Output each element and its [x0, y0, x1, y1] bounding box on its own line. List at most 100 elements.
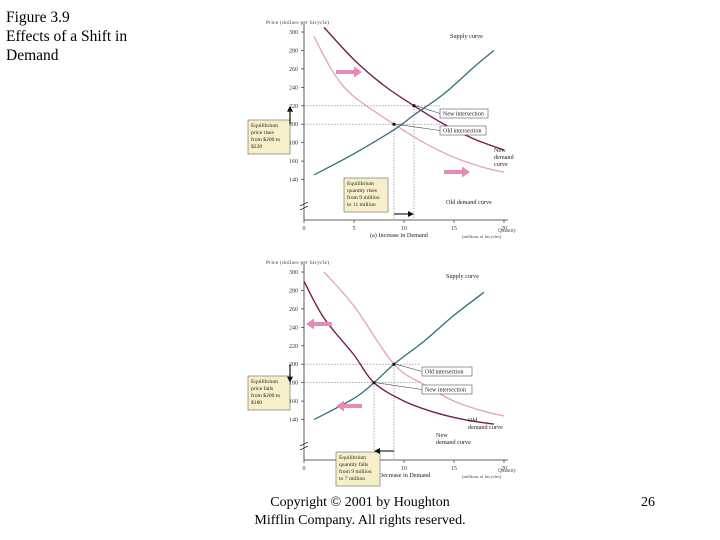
price-change-note: Equilibrium price falls from $200 to $180 [251, 379, 280, 406]
y-tick-label: 240 [289, 85, 298, 91]
slide-title: Figure 3.9 Effects of a Shift in Demand [6, 8, 196, 65]
new-demand-label-line: curve [494, 161, 508, 168]
price-change-note-line: price rises [251, 130, 274, 136]
x-tick-label: 20 [501, 466, 507, 472]
y-tick-label: 280 [289, 48, 298, 54]
old-demand-label-line: Old [468, 417, 478, 424]
y-tick-label: 160 [289, 159, 298, 165]
x-tick-label: 15 [451, 226, 457, 232]
quantity-change-note-line: to 11 million [347, 202, 376, 208]
y-tick-label: 160 [289, 399, 298, 405]
price-change-note-line: from $200 to [251, 392, 280, 399]
price-change-box [247, 375, 291, 411]
chart-increase-in-demand: 140 160 180 200 220 240 260 280 300 0 5 10 15 20 Price… [247, 19, 517, 239]
intersection-point [392, 362, 396, 366]
old-intersection-label: Old intersection [425, 370, 464, 376]
quantity-change-note-line: Equilibrium [347, 181, 375, 187]
old-intersection-leader [395, 123, 441, 131]
supply-curve [313, 291, 485, 421]
quantity-change-note: Equilibrium quantity falls from 9 million t… [339, 455, 372, 482]
x-axis-subtitle: (millions of bicycles) [462, 474, 502, 479]
copyright-notice: Copyright © 2001 by Houghton Mifflin Com… [232, 494, 488, 530]
supply-curve-label: Supply curve [450, 33, 483, 40]
demand-shift-arrow [444, 166, 470, 178]
price-change-box [247, 119, 291, 155]
supply-curve-label: Supply curve [446, 273, 479, 280]
y-tick-label: 180 [289, 381, 298, 387]
quantity-change-arrowhead [408, 211, 414, 217]
quantity-change-box [335, 451, 381, 487]
new-demand-label-line: New [436, 432, 448, 439]
y-tick-label: 140 [289, 178, 298, 184]
quantity-change-note-line: quantity rises [347, 188, 377, 194]
new-intersection-leader [375, 382, 423, 390]
price-change-note-line: Equilibrium [251, 379, 279, 385]
y-tick-label: 280 [289, 288, 298, 294]
x-tick-label: 15 [451, 466, 457, 472]
price-change-note-line: from $200 to [251, 136, 280, 143]
price-change-note-line: $180 [251, 399, 262, 406]
x-tick-label: 10 [401, 226, 407, 232]
y-tick-label: 220 [289, 104, 298, 110]
y-tick-label: 220 [289, 344, 298, 350]
quantity-change-note: Equilibrium quantity rises from 9 million t… [347, 181, 380, 208]
x-tick-label: 5 [353, 226, 356, 232]
new-demand-label: New demand curve [494, 147, 514, 168]
new-intersection-leader [415, 105, 441, 114]
new-demand-label-line: New [494, 147, 506, 154]
chart-caption: (a) Increase in Demand [370, 232, 429, 239]
slide-number: 26 [641, 495, 655, 510]
old-demand-curve [323, 271, 505, 417]
title-line-3: Demand [6, 47, 59, 64]
chart-caption: (b) Decrease in Demand [370, 472, 431, 479]
intersection-point [392, 122, 396, 126]
old-demand-label-line: demand curve [468, 424, 503, 431]
y-axis-title: Price (dollars per bicycle) [266, 259, 329, 266]
copyright-line-2: Mifflin Company. All rights reserved. [254, 513, 466, 528]
price-change-note-line: price falls [251, 385, 273, 392]
old-demand-label: Old demand curve [468, 417, 503, 431]
demand-shift-arrow [336, 66, 362, 78]
y-axis-title: Price (dollars per bicycle) [266, 19, 329, 26]
quantity-change-note-line: quantity falls [339, 461, 368, 468]
quantity-change-box [343, 177, 389, 213]
intersection-point [412, 104, 416, 108]
y-tick-label: 260 [289, 67, 298, 73]
y-tick-label: 140 [289, 418, 298, 424]
quantity-change-note-line: from 9 million [339, 468, 372, 475]
quantity-change-note-line: to 7 million [339, 476, 365, 482]
quantity-change-note-line: Equilibrium [339, 455, 367, 461]
y-tick-label: 200 [289, 122, 298, 128]
new-demand-label: New demand curve [436, 432, 471, 446]
old-demand-curve [313, 36, 505, 173]
y-axis-break [299, 441, 309, 451]
y-tick-label: 180 [289, 141, 298, 147]
intersection-point [372, 381, 376, 385]
demand-shift-arrow [306, 318, 332, 330]
title-line-2: Effects of a Shift in [6, 28, 128, 45]
price-change-note: Equilibrium price rises from $200 to $220 [251, 123, 280, 150]
y-tick-label: 300 [289, 270, 298, 276]
new-intersection-label: New intersection [443, 112, 484, 118]
x-axis-title: Quantity [498, 468, 517, 474]
price-change-note-line: $220 [251, 143, 262, 150]
x-axis-title: Quantity [498, 228, 517, 234]
quantity-change-arrowhead [374, 448, 380, 454]
x-tick-label: 0 [303, 226, 306, 232]
old-intersection-label: Old intersection [443, 129, 482, 135]
supply-curve [313, 49, 495, 176]
price-change-arrowhead [287, 376, 293, 383]
y-axis-break [299, 201, 309, 211]
price-change-arrowhead [287, 105, 293, 112]
quantity-change-note-line: from 9 million [347, 194, 380, 201]
old-intersection-leader [395, 363, 423, 372]
y-tick-label: 240 [289, 325, 298, 331]
x-tick-label: 10 [401, 466, 407, 472]
new-intersection-label: New intersection [425, 388, 466, 394]
y-tick-label: 300 [289, 30, 298, 36]
y-tick-label: 260 [289, 307, 298, 313]
new-demand-curve [303, 280, 495, 425]
copyright-line-1: Copyright © 2001 by Houghton [270, 495, 450, 510]
x-tick-label: 0 [303, 466, 306, 472]
y-tick-label: 200 [289, 362, 298, 368]
